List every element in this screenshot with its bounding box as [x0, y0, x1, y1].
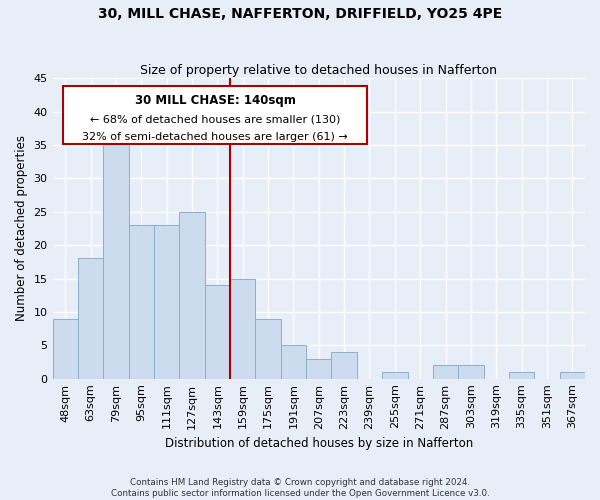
Bar: [382, 372, 407, 378]
X-axis label: Distribution of detached houses by size in Nafferton: Distribution of detached houses by size …: [164, 437, 473, 450]
Bar: [560, 372, 585, 378]
Bar: [433, 366, 458, 378]
Bar: [509, 372, 534, 378]
Bar: [256, 318, 281, 378]
Bar: [281, 346, 306, 378]
Text: 30 MILL CHASE: 140sqm: 30 MILL CHASE: 140sqm: [134, 94, 295, 107]
Bar: [331, 352, 357, 378]
Bar: [179, 212, 205, 378]
Bar: [306, 358, 331, 378]
Bar: [154, 225, 179, 378]
Bar: [230, 278, 256, 378]
FancyBboxPatch shape: [63, 86, 367, 144]
Y-axis label: Number of detached properties: Number of detached properties: [15, 136, 28, 322]
Bar: [78, 258, 103, 378]
Text: ← 68% of detached houses are smaller (130): ← 68% of detached houses are smaller (13…: [90, 114, 340, 124]
Bar: [128, 225, 154, 378]
Title: Size of property relative to detached houses in Nafferton: Size of property relative to detached ho…: [140, 64, 497, 77]
Text: Contains HM Land Registry data © Crown copyright and database right 2024.
Contai: Contains HM Land Registry data © Crown c…: [110, 478, 490, 498]
Text: 30, MILL CHASE, NAFFERTON, DRIFFIELD, YO25 4PE: 30, MILL CHASE, NAFFERTON, DRIFFIELD, YO…: [98, 8, 502, 22]
Bar: [458, 366, 484, 378]
Text: 32% of semi-detached houses are larger (61) →: 32% of semi-detached houses are larger (…: [82, 132, 348, 142]
Bar: [53, 318, 78, 378]
Bar: [205, 285, 230, 378]
Bar: [103, 138, 128, 378]
